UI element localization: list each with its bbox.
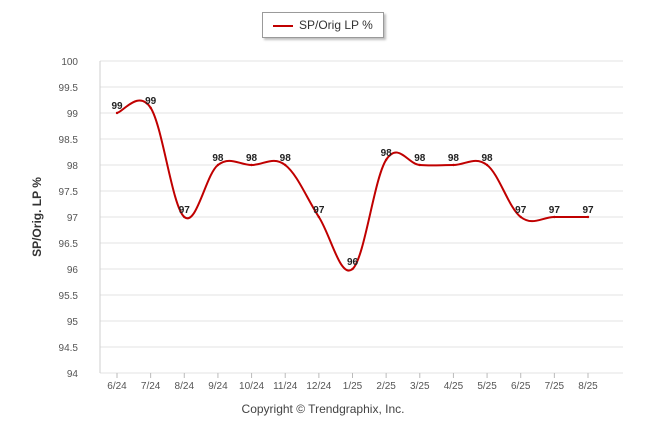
data-label: 98 xyxy=(280,153,292,164)
data-point xyxy=(115,111,119,115)
x-tick-label: 1/25 xyxy=(343,381,363,392)
data-point xyxy=(183,215,186,219)
data-point xyxy=(485,163,489,167)
data-label: 97 xyxy=(582,205,594,216)
data-point xyxy=(216,163,220,167)
y-tick-label: 95.5 xyxy=(59,291,79,302)
grid-lines xyxy=(99,60,623,374)
x-tick-label: 11/24 xyxy=(273,381,298,392)
data-label: 97 xyxy=(179,205,191,216)
data-point xyxy=(519,215,522,219)
y-axis-ticks: 94 94.5 95 95.5 96 96.5 97 97.5 98 98.5 99 99.5 100 xyxy=(59,57,79,380)
data-label: 97 xyxy=(515,205,527,216)
x-axis-ticks: 6/24 7/24 8/24 9/24 10/24 11/24 12/24 1/25 2/25 3… xyxy=(107,373,598,392)
legend[interactable]: SP/Orig LP % xyxy=(262,12,384,38)
data-labels: 99 99 97 98 98 98 97 96 98 98 98 98 97 97 97 xyxy=(111,96,594,268)
y-tick-label: 98.5 xyxy=(59,135,79,146)
y-tick-label: 94.5 xyxy=(59,343,79,354)
y-tick-label: 99 xyxy=(67,109,79,120)
data-point xyxy=(351,267,354,271)
series-group xyxy=(115,99,590,272)
x-tick-label: 10/24 xyxy=(239,381,264,392)
copyright-text: Copyright © Trendgraphix, Inc. xyxy=(241,402,405,416)
data-label: 98 xyxy=(414,153,426,164)
y-tick-label: 96.5 xyxy=(59,239,79,250)
legend-series-swatch xyxy=(273,25,293,27)
y-tick-label: 100 xyxy=(61,57,78,68)
data-label: 98 xyxy=(381,148,393,159)
data-label: 99 xyxy=(111,101,123,112)
data-point xyxy=(452,163,455,167)
data-label: 98 xyxy=(482,153,494,164)
series-line-sp-orig-lp xyxy=(116,99,588,272)
y-tick-label: 99.5 xyxy=(59,83,79,94)
y-tick-label: 94 xyxy=(67,369,79,380)
y-axis-title: SP/Orig. LP % xyxy=(30,177,44,257)
x-tick-label: 8/24 xyxy=(175,381,195,392)
x-tick-label: 2/25 xyxy=(376,381,396,392)
data-point xyxy=(149,106,152,110)
data-label: 97 xyxy=(313,205,325,216)
y-tick-label: 95 xyxy=(67,317,79,328)
data-label: 96 xyxy=(347,257,359,268)
data-point xyxy=(553,215,556,219)
data-label: 98 xyxy=(448,153,460,164)
x-tick-label: 12/24 xyxy=(306,381,331,392)
data-point xyxy=(418,163,421,167)
x-tick-label: 6/24 xyxy=(107,381,127,392)
y-tick-label: 98 xyxy=(67,161,79,172)
x-tick-label: 8/25 xyxy=(578,381,598,392)
data-point xyxy=(250,163,253,167)
x-tick-label: 4/25 xyxy=(444,381,464,392)
data-point xyxy=(586,215,590,219)
legend-series-label: SP/Orig LP % xyxy=(299,18,373,32)
x-tick-label: 7/25 xyxy=(545,381,565,392)
x-tick-label: 9/24 xyxy=(208,381,228,392)
data-label: 98 xyxy=(212,153,224,164)
x-tick-label: 3/25 xyxy=(410,381,430,392)
x-tick-label: 7/24 xyxy=(141,381,161,392)
data-label: 97 xyxy=(549,205,561,216)
data-label: 99 xyxy=(145,96,157,107)
data-point xyxy=(317,215,321,219)
x-tick-label: 5/25 xyxy=(477,381,497,392)
y-tick-label: 96 xyxy=(67,265,79,276)
data-point xyxy=(284,163,287,167)
y-tick-label: 97 xyxy=(67,213,79,224)
x-tick-label: 6/25 xyxy=(511,381,531,392)
data-point xyxy=(384,158,388,161)
y-tick-label: 97.5 xyxy=(59,187,79,198)
data-label: 98 xyxy=(246,153,258,164)
